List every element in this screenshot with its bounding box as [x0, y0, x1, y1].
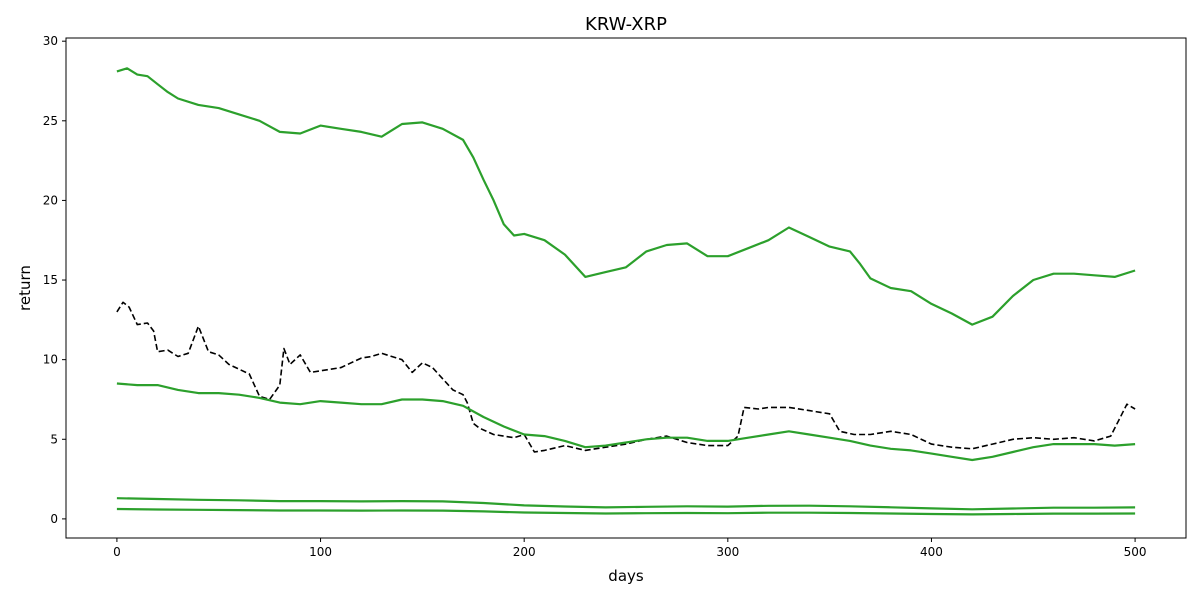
y-tick-label: 30 [43, 34, 58, 48]
plot-area [116, 67, 1136, 516]
y-axis: 0 5 10 15 20 25 30 [43, 34, 66, 526]
x-tick-label: 500 [1124, 545, 1147, 559]
x-tick-label: 300 [716, 545, 739, 559]
y-tick-label: 0 [50, 512, 58, 526]
y-tick-label: 15 [43, 273, 58, 287]
series-line-1 [116, 67, 1136, 326]
y-tick-label: 10 [43, 353, 58, 367]
y-tick-label: 20 [43, 193, 58, 207]
chart-title: KRW-XRP [585, 14, 667, 35]
y-tick-label: 25 [43, 114, 58, 128]
x-tick-label: 200 [513, 545, 536, 559]
series-line-2 [116, 382, 1136, 462]
y-axis-label: return [16, 265, 34, 311]
plot-frame [65, 37, 1187, 539]
x-tick-label: 100 [309, 545, 332, 559]
series-line-4 [116, 507, 1136, 516]
y-tick-label: 5 [50, 432, 58, 446]
x-tick-label: 400 [920, 545, 943, 559]
series-line-0 [116, 301, 1136, 453]
series-line-3 [116, 497, 1136, 511]
x-tick-label: 0 [113, 545, 121, 559]
x-axis-label: days [608, 567, 644, 585]
x-axis: 0 100 200 300 400 500 [113, 538, 1147, 559]
